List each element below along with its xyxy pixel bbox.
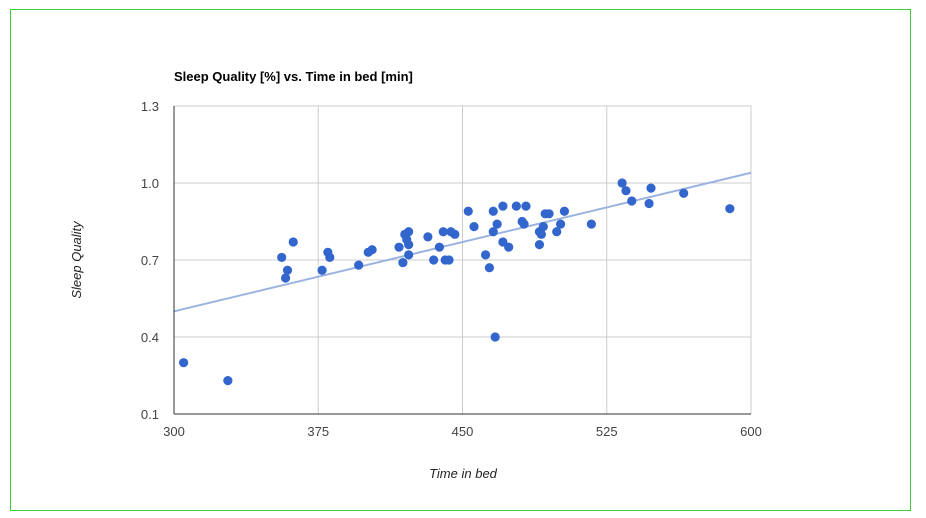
data-point bbox=[463, 206, 473, 216]
data-point bbox=[398, 257, 408, 268]
chart-title: Sleep Quality [%] vs. Time in bed [min] bbox=[174, 69, 413, 84]
data-point bbox=[179, 358, 189, 368]
data-point bbox=[521, 201, 531, 211]
data-point bbox=[536, 229, 546, 239]
data-point bbox=[444, 255, 454, 265]
data-point bbox=[488, 227, 498, 237]
data-point bbox=[288, 237, 298, 247]
x-tick-label: 600 bbox=[740, 424, 762, 439]
data-point bbox=[555, 219, 566, 229]
x-tick-label: 450 bbox=[452, 424, 474, 439]
data-point bbox=[552, 227, 562, 237]
data-point bbox=[354, 260, 364, 270]
data-point bbox=[434, 242, 445, 252]
data-point bbox=[404, 227, 414, 237]
data-point bbox=[423, 232, 433, 242]
data-point bbox=[469, 222, 479, 232]
x-axis-title: Time in bed bbox=[429, 466, 498, 481]
y-tick-label: 1.0 bbox=[141, 176, 159, 191]
data-point bbox=[450, 229, 460, 239]
data-point bbox=[586, 219, 596, 229]
data-point bbox=[404, 250, 414, 260]
trendline bbox=[173, 171, 752, 313]
data-point bbox=[394, 242, 404, 252]
y-tick-label: 0.4 bbox=[141, 330, 159, 345]
data-point bbox=[559, 206, 570, 216]
data-point bbox=[544, 209, 554, 219]
data-point bbox=[277, 252, 287, 263]
data-point bbox=[511, 201, 521, 211]
y-tick-label: 0.1 bbox=[141, 407, 159, 422]
data-points bbox=[179, 178, 735, 386]
data-point bbox=[725, 204, 735, 214]
data-point bbox=[679, 188, 689, 198]
data-point bbox=[404, 240, 414, 250]
data-point bbox=[484, 263, 495, 273]
x-tick-label: 525 bbox=[596, 424, 618, 439]
data-point bbox=[627, 196, 637, 206]
data-point bbox=[617, 178, 627, 188]
data-point bbox=[488, 206, 498, 216]
data-point bbox=[492, 219, 502, 229]
data-point bbox=[317, 265, 327, 275]
trendline-layer bbox=[173, 171, 752, 313]
x-tick-label: 375 bbox=[307, 424, 329, 439]
axes bbox=[173, 106, 751, 415]
data-point bbox=[282, 265, 293, 275]
data-point bbox=[367, 245, 377, 255]
data-point bbox=[223, 376, 233, 386]
data-point bbox=[644, 198, 654, 209]
data-point bbox=[534, 240, 545, 250]
data-point bbox=[280, 273, 291, 283]
data-point bbox=[504, 242, 514, 252]
data-point bbox=[325, 252, 335, 263]
data-point bbox=[490, 332, 500, 342]
y-tick-label: 0.7 bbox=[141, 253, 159, 268]
data-point bbox=[621, 186, 631, 196]
gridlines bbox=[174, 105, 752, 414]
y-tick-label: 1.3 bbox=[141, 99, 159, 114]
data-point bbox=[498, 201, 508, 211]
data-point bbox=[646, 183, 656, 193]
data-point bbox=[538, 222, 548, 232]
data-point bbox=[429, 255, 439, 265]
data-point bbox=[519, 219, 529, 229]
tick-labels: 300 375 450 525 600 0.1 0.4 0.7 1.0 1.3 bbox=[141, 99, 762, 439]
x-tick-label: 300 bbox=[163, 424, 185, 439]
data-point bbox=[480, 250, 491, 260]
y-axis-title: Sleep Quality bbox=[69, 220, 84, 299]
data-point bbox=[438, 227, 448, 237]
